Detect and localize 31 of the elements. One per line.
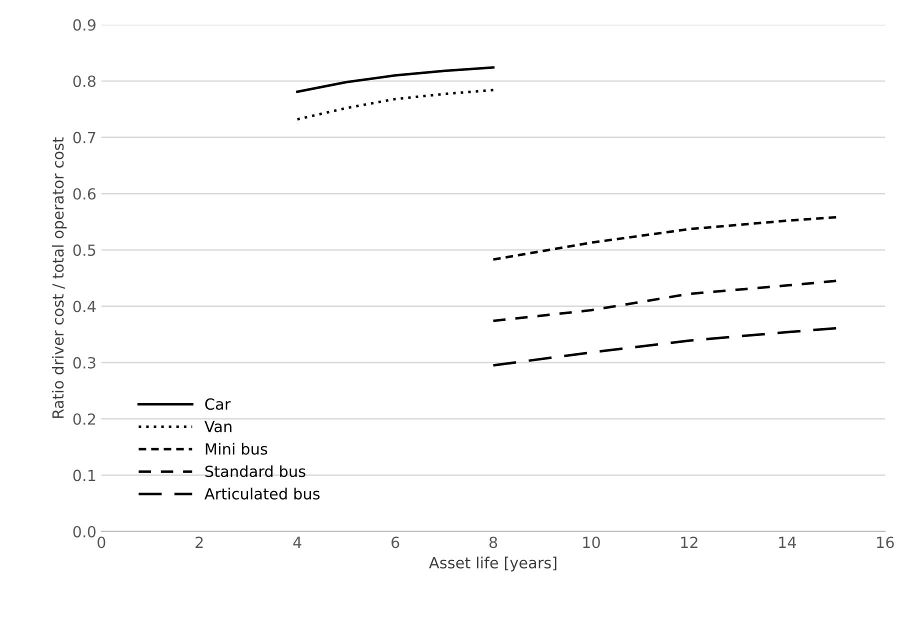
line-series <box>492 216 838 261</box>
line-series <box>296 66 495 93</box>
y-tick-label: 0.3 <box>73 357 96 369</box>
x-tick-label: 2 <box>196 536 203 548</box>
x-tick-label: 14 <box>779 536 796 548</box>
x-tick-label: 10 <box>583 536 600 548</box>
x-tick-label: 16 <box>877 536 894 548</box>
y-tick-label: 0.5 <box>73 244 96 256</box>
legend-label: Mini bus <box>206 442 268 455</box>
x-tick-label: 8 <box>489 536 498 548</box>
y-tick-label: 0.7 <box>73 132 96 144</box>
legend-label: Standard bus <box>205 465 306 478</box>
y-tick-label: 0.4 <box>73 300 96 312</box>
legend-label: Van <box>204 420 232 432</box>
x-tick-label: 0 <box>98 536 106 548</box>
x-axis-title: Asset life [years] <box>429 556 556 572</box>
legend-label: Car <box>205 398 231 410</box>
line-series <box>492 280 838 322</box>
y-tick-label: 0.6 <box>73 188 96 200</box>
y-axis-title: Ratio driver cost / total operator cost <box>52 137 67 418</box>
y-tick-label: 0.1 <box>73 470 96 482</box>
legend-label: Articulated bus <box>204 488 320 500</box>
y-tick-label: 0.8 <box>73 75 96 88</box>
x-tick-label: 4 <box>293 536 302 548</box>
x-tick-label: 6 <box>392 536 400 548</box>
x-tick-label: 12 <box>681 536 698 548</box>
line-series <box>492 326 838 367</box>
y-tick-label: 0.2 <box>73 413 96 425</box>
y-tick-label: 0.0 <box>73 526 96 538</box>
line-series <box>296 88 495 121</box>
y-tick-label: 0.9 <box>73 19 96 31</box>
